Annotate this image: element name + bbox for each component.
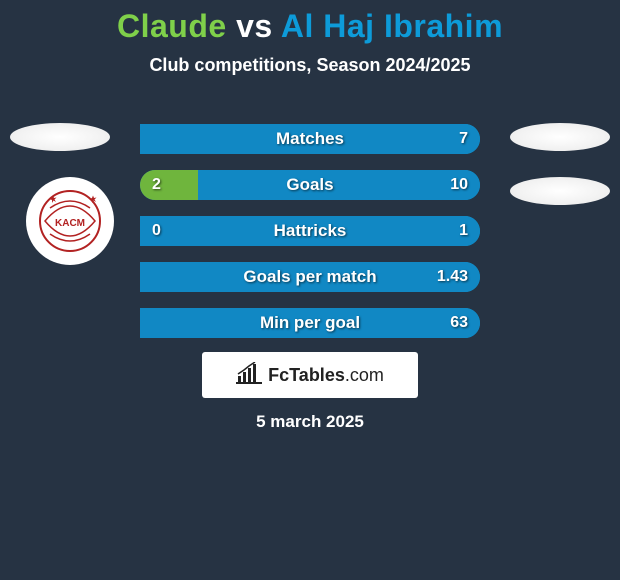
kacm-logo-icon: KACM xyxy=(35,186,105,256)
bar-value-right: 1 xyxy=(459,216,468,246)
title-vs: vs xyxy=(236,8,273,44)
right-badge-ellipse-2 xyxy=(510,177,610,205)
stat-row: Goals2 10 xyxy=(140,170,480,200)
stat-row: Matches7 xyxy=(140,124,480,154)
svg-text:KACM: KACM xyxy=(55,218,85,229)
bar-value-right: 63 xyxy=(450,308,468,338)
site-logo-main: FcTables xyxy=(268,365,345,385)
title-player1: Claude xyxy=(117,8,227,44)
bar-value-right: 7 xyxy=(459,124,468,154)
left-club-badge: KACM xyxy=(26,177,114,265)
site-logo-box: FcTables.com xyxy=(202,352,418,398)
site-logo-text: FcTables.com xyxy=(268,365,384,386)
bar-value-left: 0 xyxy=(152,216,161,246)
chart-bar-icon xyxy=(236,362,262,389)
comparison-bars: Matches7 Goals2 10 Hattricks0 1 Goals per mat… xyxy=(140,124,480,354)
stat-row: Hattricks0 1 xyxy=(140,216,480,246)
stat-row: Min per goal63 xyxy=(140,308,480,338)
bar-label: Min per goal xyxy=(140,308,480,338)
bar-label: Goals per match xyxy=(140,262,480,292)
right-badge-ellipse-1 xyxy=(510,123,610,151)
bar-label: Matches xyxy=(140,124,480,154)
subtitle: Club competitions, Season 2024/2025 xyxy=(0,55,620,76)
bar-label: Hattricks xyxy=(140,216,480,246)
title-player2: Al Haj Ibrahim xyxy=(281,8,503,44)
stat-row: Goals per match1.43 xyxy=(140,262,480,292)
bar-value-right: 10 xyxy=(450,170,468,200)
bar-value-left: 2 xyxy=(152,170,161,200)
site-logo-domain: .com xyxy=(345,365,384,385)
bar-label: Goals xyxy=(140,170,480,200)
bar-value-right: 1.43 xyxy=(437,262,468,292)
left-badge-ellipse-1 xyxy=(10,123,110,151)
page-title: Claude vs Al Haj Ibrahim xyxy=(0,0,620,45)
date-label: 5 march 2025 xyxy=(0,412,620,432)
